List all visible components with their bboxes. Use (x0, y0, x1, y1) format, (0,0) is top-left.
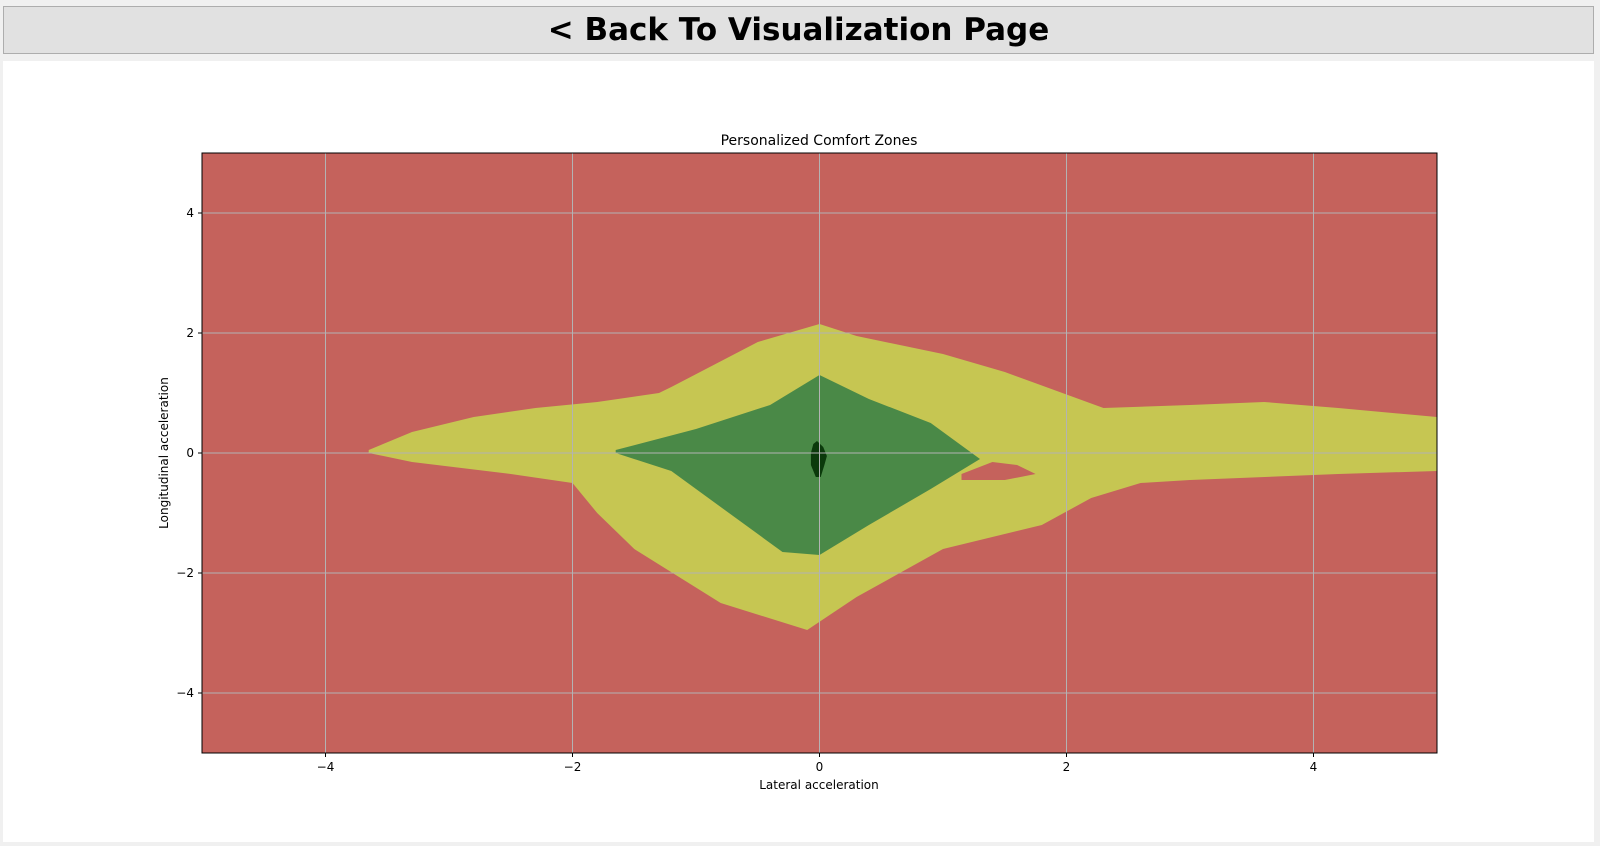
x-axis-label: Lateral acceleration (759, 778, 878, 792)
y-axis-label: Longitudinal acceleration (157, 377, 171, 529)
y-tick-label: 4 (186, 206, 194, 220)
x-tick-label: 4 (1310, 760, 1318, 774)
y-tick-label: −4 (176, 686, 194, 700)
y-axis: −4 −2 0 2 4 (176, 206, 202, 700)
x-tick-label: −4 (317, 760, 335, 774)
x-tick-label: −2 (564, 760, 582, 774)
comfort-zone-chart: −4 −2 0 2 4 −4 −2 0 2 4 Personalized Comfort Zon… (157, 133, 1438, 792)
figure-panel: −4 −2 0 2 4 −4 −2 0 2 4 Personalized Comfort Zon… (3, 61, 1594, 842)
zone-layer (368, 324, 1437, 630)
x-tick-label: 0 (816, 760, 824, 774)
zone-center-3 (810, 441, 827, 477)
x-axis: −4 −2 0 2 4 (317, 753, 1318, 774)
back-to-visualization-button[interactable]: < Back To Visualization Page (3, 6, 1594, 54)
grid-lines (202, 153, 1437, 753)
chart-title: Personalized Comfort Zones (721, 133, 918, 149)
zone-comfortable-2 (615, 375, 980, 555)
y-tick-label: 0 (186, 446, 194, 460)
y-tick-label: 2 (186, 326, 194, 340)
zone-uncomfortable-1 (961, 462, 1036, 480)
y-tick-label: −2 (176, 566, 194, 580)
x-tick-label: 2 (1063, 760, 1071, 774)
